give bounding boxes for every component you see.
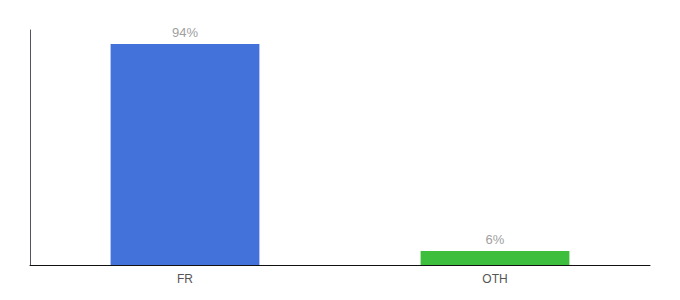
svg-text:FR: FR (177, 272, 193, 286)
svg-text:94%: 94% (172, 25, 198, 40)
svg-text:6%: 6% (486, 232, 505, 247)
svg-text:OTH: OTH (482, 272, 507, 286)
